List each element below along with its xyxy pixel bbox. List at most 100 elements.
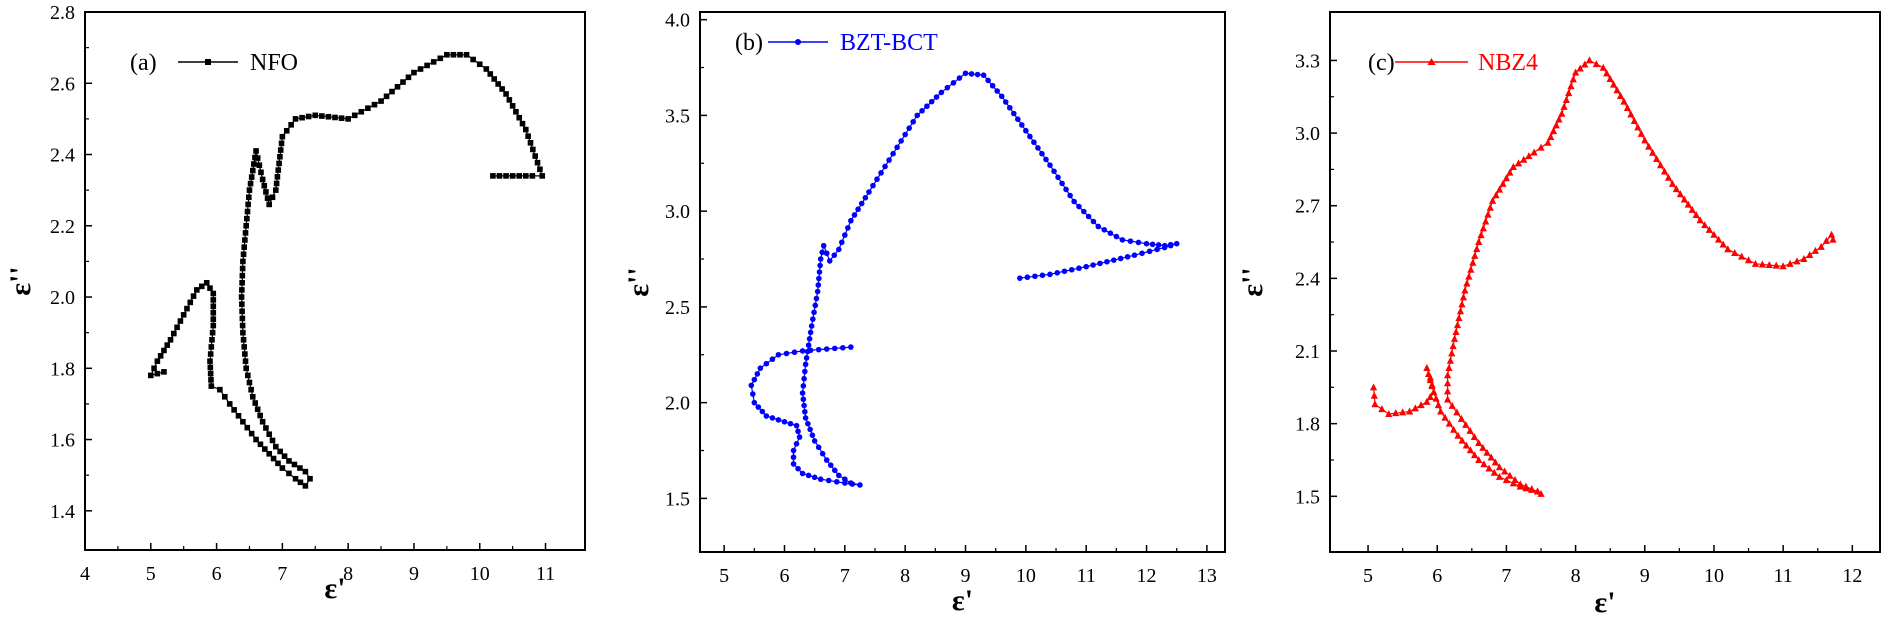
data-point (1772, 261, 1780, 269)
data-point (242, 358, 249, 364)
data-point (1448, 401, 1456, 409)
data-point (1444, 379, 1452, 387)
data-point (1562, 95, 1570, 103)
data-point (857, 482, 863, 488)
data-point (371, 101, 378, 108)
data-point (804, 348, 811, 355)
data-point (1446, 356, 1454, 364)
panel-label: (b) (735, 30, 763, 56)
data-point (811, 309, 817, 316)
data-point (411, 69, 417, 76)
data-point (775, 417, 782, 423)
data-point (1623, 104, 1632, 112)
data-point (874, 176, 880, 183)
y-tick-label: 2.7 (1295, 196, 1320, 218)
data-point (795, 428, 801, 435)
data-point (845, 225, 851, 231)
data-point (820, 242, 827, 249)
x-tick-label: 6 (1432, 565, 1442, 587)
data-point (487, 71, 494, 77)
data-point (194, 287, 200, 293)
data-point (1124, 254, 1131, 260)
data-point (483, 66, 490, 72)
y-tick-label: 3.0 (665, 201, 690, 223)
data-point (1714, 235, 1723, 243)
data-point (312, 112, 319, 119)
data-point (1495, 463, 1504, 471)
data-point (795, 465, 801, 472)
data-point (791, 349, 798, 356)
data-point (299, 114, 305, 121)
data-point (810, 316, 816, 322)
data-point (862, 194, 869, 201)
data-point (207, 351, 214, 357)
data-point (154, 358, 161, 364)
data-point (800, 396, 807, 403)
data-point (240, 329, 246, 336)
x-tick-label: 11 (1077, 565, 1096, 587)
data-point (1101, 227, 1108, 233)
data-point (968, 71, 975, 77)
data-point (262, 446, 268, 452)
data-point (1664, 173, 1673, 181)
data-point (261, 182, 268, 189)
data-point (1465, 272, 1473, 280)
data-point (1482, 217, 1490, 225)
data-point (1039, 272, 1046, 279)
data-point (239, 301, 245, 307)
data-point (906, 125, 912, 131)
data-point (1067, 192, 1073, 199)
data-point (1634, 123, 1642, 131)
data-point (242, 230, 249, 236)
data-point (503, 91, 509, 97)
data-point (769, 415, 776, 421)
panel-label: (c) (1368, 50, 1395, 76)
data-point (1696, 216, 1704, 224)
data-point (1547, 132, 1555, 140)
data-point (1063, 186, 1069, 193)
data-point (803, 355, 810, 361)
data-point (1167, 242, 1174, 249)
data-point (769, 356, 776, 363)
data-point (1444, 387, 1452, 395)
data-point (243, 365, 249, 372)
data-point (530, 146, 536, 153)
data-point (263, 425, 269, 431)
data-point (1560, 102, 1568, 110)
data-point (1448, 349, 1456, 357)
data-point (275, 460, 281, 467)
data-point (1444, 371, 1452, 379)
data-point (476, 61, 483, 68)
data-point (389, 88, 395, 95)
panel-c: 5 6 7 8 9 10 11 12 1.5 1.8 2.1 2.4 2.7 3.0 3.3 ε' ε'' (c)… (1236, 11, 1881, 619)
data-point (1506, 168, 1514, 176)
legend-marker (1427, 58, 1436, 65)
data-point (210, 290, 217, 297)
data-point (1076, 203, 1082, 210)
data-point (210, 322, 217, 329)
x-tick-label: 6 (212, 563, 222, 585)
data-point (1131, 252, 1138, 258)
data-point (1585, 56, 1594, 64)
data-point (244, 208, 251, 215)
data-point (817, 476, 824, 483)
data-point (207, 370, 214, 377)
data-point (1506, 471, 1514, 479)
data-point (802, 415, 809, 421)
data-point (207, 358, 213, 364)
data-point (277, 448, 283, 455)
data-point (1569, 75, 1577, 83)
data-point (537, 166, 543, 173)
data-point (252, 400, 259, 406)
data-point (248, 174, 255, 180)
data-point (1450, 334, 1459, 342)
x-tick-label: 12 (1842, 565, 1862, 587)
data-point (924, 103, 930, 110)
data-point (208, 377, 214, 383)
data-point (239, 265, 246, 272)
data-point (207, 285, 213, 291)
data-point (1441, 413, 1449, 421)
data-point (1491, 458, 1499, 466)
data-point (1511, 475, 1519, 483)
data-point (154, 370, 161, 377)
